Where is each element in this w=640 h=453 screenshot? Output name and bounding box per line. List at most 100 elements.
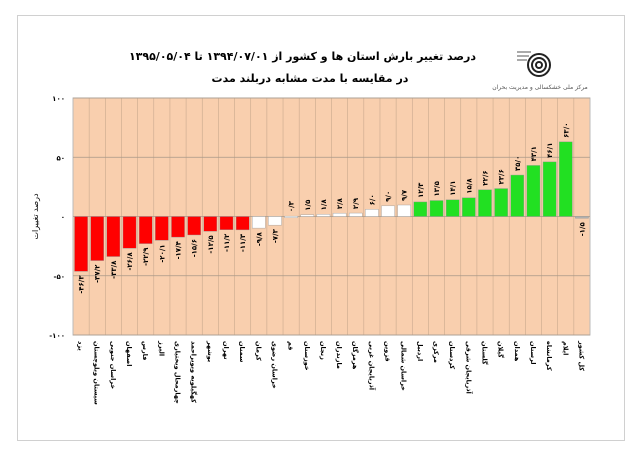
x-tick-label: گیلان (497, 341, 505, 358)
data-label: ۳۵/۰ (514, 156, 522, 171)
bar (381, 205, 395, 217)
data-label: -۲۲/۹ (142, 247, 150, 266)
bar (203, 216, 218, 232)
data-label: -۱۵/۶ (191, 239, 199, 257)
bar (332, 212, 347, 217)
bar (413, 201, 428, 217)
data-label: ۲/۹ (352, 197, 360, 209)
x-tick-label: خراسان رضوی (270, 341, 278, 389)
data-label: -۱۷/۴ (175, 240, 183, 259)
data-label: ۹/۰ (385, 191, 393, 202)
x-tick-label: قم (287, 341, 295, 350)
data-label: -۱۲/۵ (207, 235, 215, 254)
bar (316, 214, 331, 217)
x-tick-label: آذربایجان شرقی (464, 341, 473, 395)
y-tick-label: -۱۰۰ (49, 332, 65, 340)
bar (494, 188, 508, 217)
bar (445, 199, 460, 217)
bar (526, 165, 541, 217)
x-tick-label: کرمان (254, 341, 262, 361)
x-tick-label: قزوین (384, 341, 392, 362)
x-tick-label: لرستان (529, 341, 537, 365)
y-tick-label: ۵۰ (56, 154, 65, 162)
x-tick-label: سیستان وبلوچستان (93, 341, 101, 405)
x-tick-label: مرکزی (432, 341, 440, 363)
bar (429, 200, 444, 217)
data-label: ۶۳/۰ (562, 122, 570, 137)
x-tick-label: کرمانشاه (545, 341, 553, 371)
x-tick-label: زنجان (319, 341, 327, 360)
bar (558, 141, 573, 217)
data-label: -۱/۵ (578, 222, 586, 237)
bar (365, 209, 379, 217)
bar (122, 216, 137, 249)
x-tick-label: فارس (141, 341, 149, 360)
x-tick-label: خراسان شمالی (400, 341, 408, 391)
data-label: ۹/۷ (401, 189, 409, 201)
x-tick-label: کل کشور (577, 340, 585, 371)
chart-subtitle: در مقایسه با مدت مشابه دربلند مدت (211, 72, 409, 85)
x-tick-label: ایلام (561, 341, 569, 355)
bar (542, 161, 557, 217)
x-tick-label: بوشهر (206, 340, 214, 362)
data-label: -۳۳/۸ (110, 260, 118, 279)
bar (171, 216, 185, 238)
x-tick-label: تهران (222, 341, 230, 360)
data-label: -۲۰/۱ (158, 244, 166, 262)
x-tick-label: هرمزگان (351, 341, 359, 370)
bar (187, 216, 201, 236)
x-tick-label: کهگیلویه وبویراحمد (190, 341, 198, 403)
data-label: ۲/۸ (336, 197, 344, 209)
bar (397, 204, 411, 217)
data-label: ۱/۸ (320, 199, 328, 211)
chart-title: درصد تغییر بارش استان ها و کشور از ۱۳۹۴/… (128, 50, 477, 63)
data-label: ۱۳/۵ (433, 180, 441, 196)
bar (106, 216, 121, 257)
bar (90, 216, 105, 261)
y-tick-label: ۱۰۰ (52, 95, 65, 103)
bar (300, 214, 315, 217)
bar (155, 216, 169, 241)
x-tick-label: خراسان جنوبی (109, 341, 117, 389)
x-tick-label: مازندران (335, 341, 343, 369)
data-label: -۱۱/۲ (223, 233, 231, 252)
y-tick-label: ۰ (61, 214, 65, 222)
data-label: ۱۴/۱ (449, 180, 457, 195)
bar (510, 174, 525, 217)
logo-spiral-icon (517, 51, 551, 77)
bar (284, 215, 298, 218)
data-label: ۱۲/۳ (417, 182, 425, 198)
x-tick-label: آذربایجان غربی (367, 341, 376, 391)
bar (235, 216, 250, 231)
data-label: ۲۳/۶ (498, 169, 506, 184)
data-label: ۱۵/۸ (465, 178, 473, 194)
x-tick-label: سمنان (238, 341, 246, 362)
x-tick-label: همدان (513, 341, 521, 362)
bar (268, 216, 282, 226)
data-label: -۱۱/۳ (239, 233, 247, 252)
data-label: ۱/۵ (304, 199, 312, 211)
bar (348, 212, 363, 217)
data-label: -۲۶/۸ (126, 252, 134, 271)
data-label: ۴۶/۱ (546, 142, 554, 157)
bar (462, 197, 476, 217)
data-label: ۶/۰ (368, 194, 376, 205)
x-tick-label: یزد (77, 341, 85, 351)
bar (219, 216, 234, 230)
data-label: -۷/۳ (271, 228, 279, 243)
chart-frame (17, 15, 625, 441)
x-tick-label: خوزستان (303, 341, 311, 371)
x-tick-label: اردبیل (416, 341, 424, 361)
x-tick-label: چهارمحال وبختیاری (174, 341, 182, 404)
y-tick-label: -۵۰ (54, 273, 65, 281)
data-label: -۳۷/۲ (94, 264, 102, 283)
y-axis-label: درصد تغییرات (31, 193, 40, 239)
bar (74, 216, 88, 272)
logo-text: مرکز ملی خشکسالی و مدیریت بحران (492, 84, 588, 91)
bar (478, 189, 492, 217)
x-tick-label: گلستان (480, 341, 488, 365)
data-label: ۴۳/۱ (530, 146, 538, 161)
data-label: -۴۶/۳ (78, 275, 86, 294)
data-label: ۲۲/۶ (481, 170, 489, 185)
